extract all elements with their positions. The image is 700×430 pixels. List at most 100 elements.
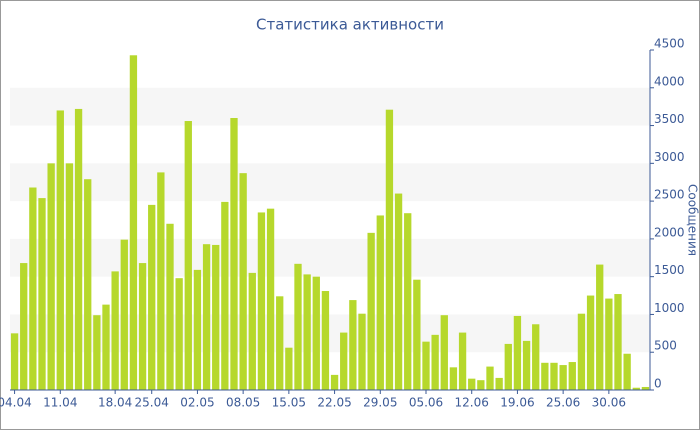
bar [349,300,357,390]
bar [148,204,156,390]
bar [632,387,640,390]
bar [111,271,119,390]
bar [330,374,339,390]
bar [166,223,174,390]
bar [47,163,55,390]
bar [294,263,302,390]
bar [568,362,576,390]
bar [184,121,192,391]
bar [486,366,494,390]
y-axis-title: Сообщения [686,184,700,256]
x-tick-label: 19.06 [500,396,534,410]
bar [230,118,238,390]
x-tick-label: 15.05 [272,396,306,410]
bar [74,108,83,390]
bar [212,244,220,390]
x-tick-label: 12.06 [455,396,489,410]
bar [376,215,384,390]
bar [129,55,138,391]
bar [266,208,275,390]
bar [550,362,558,390]
bar [367,232,375,390]
bar [239,173,247,390]
x-tick-label: 08.05 [226,396,260,410]
bar [413,279,421,390]
bar [596,264,604,390]
bar [257,212,266,390]
bar [605,298,613,390]
bar [65,163,74,390]
bar [385,109,394,390]
y-tick-label: 0 [654,377,662,391]
bar [513,315,522,390]
bar [120,239,128,390]
x-tick-label: 11.04 [43,396,77,410]
y-tick-label: 3500 [654,112,685,126]
bar [440,315,448,390]
x-tick-label: 30.06 [592,396,626,410]
bar [504,343,512,390]
x-tick-label: 04.04 [0,396,32,410]
bar [477,380,485,390]
bar [248,272,256,390]
bar [641,386,650,390]
bar [321,291,330,390]
bar [285,347,293,390]
bar [138,263,147,390]
y-tick-label: 4500 [654,37,685,51]
bar [449,367,458,390]
bar [358,313,366,390]
y-tick-label: 3000 [654,150,685,164]
bar [29,187,37,390]
bar [93,315,101,390]
bar [431,334,439,390]
grid-band [10,163,650,202]
bar [340,332,348,390]
bar [38,198,46,390]
bar [56,110,64,390]
grid-band [10,238,650,277]
x-tick-label: 02.05 [180,396,214,410]
bar [394,193,403,390]
bar [20,263,28,390]
bar [559,365,567,390]
y-tick-label: 500 [654,339,677,353]
x-tick-label: 05.06 [409,396,443,410]
bar [276,296,284,390]
bar [468,378,476,390]
bar [10,333,19,390]
x-tick-label: 22.05 [317,396,351,410]
bar [495,377,503,390]
x-tick-label: 25.04 [135,396,169,410]
bar [541,362,549,390]
bar [193,269,202,390]
bar [422,341,430,390]
bar [404,213,412,390]
bar [532,324,540,390]
y-tick-label: 2500 [654,188,685,202]
bar [303,274,311,390]
x-tick-label: 29.05 [363,396,397,410]
chart-title: Статистика активности [256,16,444,34]
bar [623,353,631,390]
y-tick-label: 4000 [654,74,685,88]
y-tick-label: 2000 [654,225,685,239]
bar [84,179,92,390]
bar [221,201,229,390]
x-tick-label: 25.06 [546,396,580,410]
bar [522,340,531,390]
bar [175,278,183,390]
bar [102,304,110,390]
bar [157,172,165,390]
bar [202,244,211,390]
x-tick-label: 18.04 [98,396,132,410]
y-tick-label: 1500 [654,263,685,277]
bar [312,276,320,390]
bar [614,294,622,390]
bar [458,332,467,390]
bar [586,295,595,390]
bar [577,313,586,390]
grid-band [10,87,650,126]
y-tick-label: 1000 [654,301,685,315]
